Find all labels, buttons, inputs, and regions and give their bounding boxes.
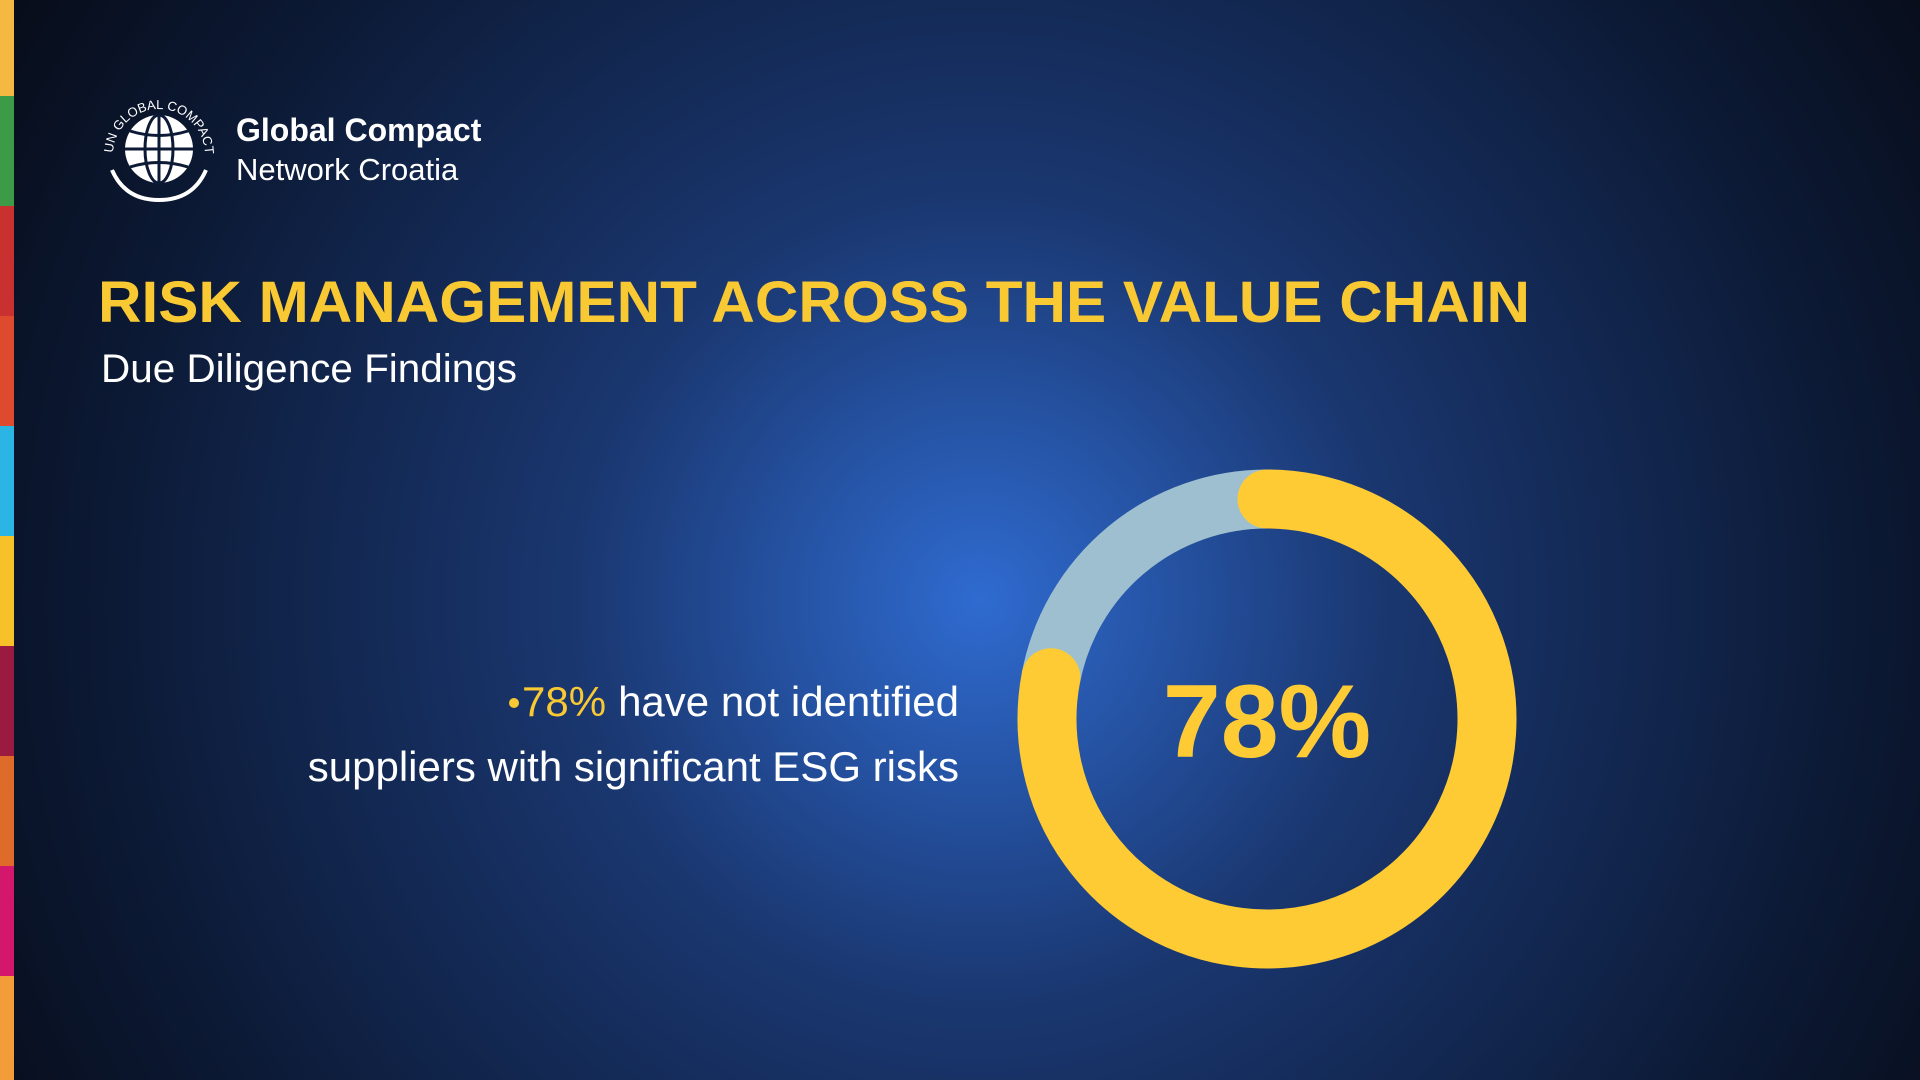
globe-lines	[125, 113, 193, 185]
annotation-line: suppliers with significant ESG risks	[308, 743, 959, 790]
logo-name: Global Compact	[236, 112, 482, 148]
donut-segment	[1017, 469, 1517, 969]
subtitle: Due Diligence Findings	[101, 347, 517, 391]
sdg-stripe	[0, 0, 14, 1080]
donut: 78%	[1017, 469, 1517, 969]
annotation-highlight: 78%	[522, 678, 606, 725]
laurel	[110, 169, 208, 203]
annotation-text: have not identified	[618, 678, 959, 725]
bullet	[509, 698, 519, 708]
logo-network: Network Croatia	[236, 152, 459, 187]
title: RISK MANAGEMENT ACROSS THE VALUE CHAIN	[98, 270, 1530, 335]
center-label: 78%	[1163, 664, 1371, 780]
annotation-line: 78% have not identified	[522, 678, 959, 725]
donut-segment	[1021, 469, 1268, 684]
